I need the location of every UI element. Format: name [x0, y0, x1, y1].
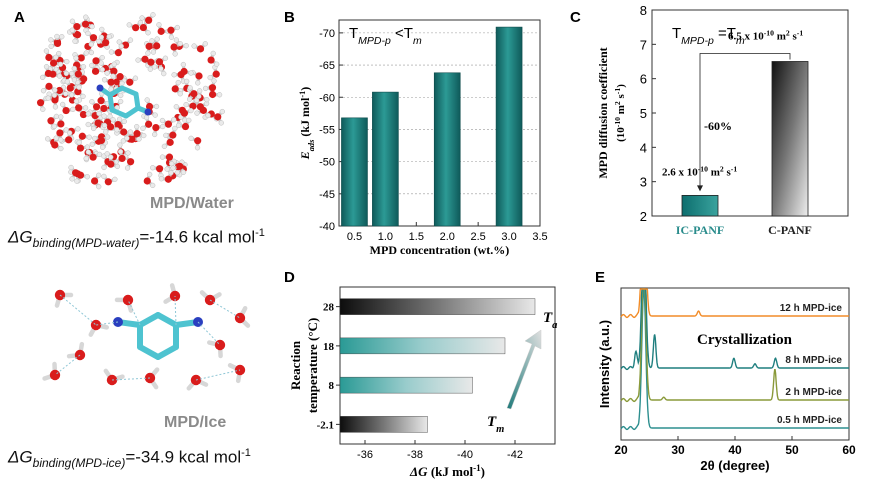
arrow-head: [697, 185, 703, 192]
panel-letter-b: B: [284, 9, 295, 26]
series-line: [620, 288, 849, 431]
series-line: [620, 288, 849, 403]
x-tick-label: -36: [357, 449, 373, 461]
x-tick-label: 20: [614, 443, 628, 457]
chart-e-xrd-patterns: 20 30 40 50 60 0.5 h MPD-ice 2 h MPD-ice 8 h MP…: [597, 287, 856, 473]
y-tick-label: 7: [640, 37, 647, 52]
bar: [339, 298, 536, 315]
x-tick-label: 3.5: [532, 231, 547, 243]
change-label: -60%: [704, 119, 732, 133]
x-category-label: IC-PANF: [676, 223, 724, 237]
bar: [339, 337, 506, 355]
series-line: [620, 288, 849, 371]
y-tick-label: 6: [640, 72, 647, 87]
comparison-bracket: [699, 53, 791, 190]
y-tick-label: 3: [640, 175, 647, 190]
y-tick-label: -2.1: [317, 419, 334, 431]
x-tick-label: 0.5: [347, 231, 362, 243]
series-label: 0.5 h MPD-ice: [777, 415, 842, 426]
mpd-ice-label: MPD/Ice: [164, 414, 227, 431]
x-tick-label: 60: [842, 443, 856, 457]
x-tick-label: 2.5: [471, 231, 486, 243]
y-tick-label: -45: [319, 189, 335, 201]
y-tick-label: 5: [640, 106, 647, 121]
y-tick-label: 28: [323, 302, 335, 314]
bar: [339, 376, 473, 394]
value-label: 6.5 x 10-10 m2 s-1: [728, 28, 803, 43]
chart-d-binding-free-energy: -2.1 8 18 28 -36 -38 -40 -42 Ta Tm ΔG (kJ mol-1) Re…: [288, 286, 557, 479]
x-tick-label: 1.5: [409, 231, 424, 243]
chart-c-annotation: TMPD-p =Tm: [672, 25, 745, 47]
x-tick-label: 1.0: [378, 231, 393, 243]
chart-c-ylabel-line2: (10-10 m2 s-1): [613, 84, 628, 142]
chart-e-xlabel: 2θ (degree): [700, 458, 769, 473]
series-label: 12 h MPD-ice: [780, 303, 843, 314]
panel-letter-c: C: [570, 9, 581, 26]
y-tick-label: -65: [319, 60, 335, 72]
arrow-top-label: Ta: [543, 310, 557, 331]
arrow-bottom-label: Tm: [487, 414, 504, 435]
bar: [341, 117, 368, 227]
chart-d-xlabel: ΔG (kJ mol-1): [409, 463, 485, 479]
x-tick-label: -40: [457, 449, 473, 461]
trend-arrow: [506, 329, 542, 410]
y-tick-label: 2: [640, 209, 647, 224]
chart-b-xlabel: MPD concentration (wt.%): [370, 243, 510, 257]
y-tick-label: -70: [319, 28, 335, 40]
y-tick-label: -55: [319, 124, 335, 136]
mpd-ice-molecular-model: [42, 283, 251, 391]
panel-letter-d: D: [284, 269, 295, 286]
chart-c-plot-area: [651, 9, 849, 217]
x-tick-label: 3.0: [501, 231, 516, 243]
x-tick-label: -42: [507, 449, 523, 461]
panel-letter-e: E: [595, 269, 605, 286]
chart-c-diffusion-coefficient: 2 3 4 5 6 7 8 IC-PANF 2.6 x 10-10 m2 s-1 C-PANF 6.…: [596, 3, 849, 237]
bar: [372, 91, 399, 227]
chart-d-ylabel-line2: temperature (°C): [305, 318, 320, 414]
chart-b-annotation: TMPD-p <Tm: [349, 25, 422, 47]
mpd-ice-binding-energy: ΔGbinding(MPD-ice)=-34.9 kcal mol-1: [8, 447, 251, 471]
mpd-water-molecular-model: [36, 12, 225, 190]
y-tick-label: -50: [319, 157, 335, 169]
series-label: 2 h MPD-ice: [785, 387, 842, 398]
chart-d-ylabel-line1: Reaction: [288, 340, 303, 390]
mpd-water-binding-energy: ΔGbinding(MPD-water)=-14.6 kcal mol-1: [8, 227, 265, 251]
x-tick-label: 2.0: [440, 231, 455, 243]
chart-e-ylabel: Intensity (a.u.): [597, 320, 612, 408]
x-category-label: C-PANF: [768, 223, 812, 237]
series-line: [620, 288, 849, 319]
mpd-water-label: MPD/Water: [150, 195, 234, 212]
series-label: 8 h MPD-ice: [785, 355, 842, 366]
chart-c-ylabel-line1: MPD diffusion coefficient: [596, 47, 610, 178]
bar: [495, 26, 523, 227]
bar: [771, 61, 809, 217]
x-tick-label: 50: [785, 443, 799, 457]
y-tick-label: 18: [323, 341, 335, 353]
y-tick-label: -40: [319, 221, 335, 233]
y-tick-label: 8: [329, 380, 335, 392]
y-tick-label: 8: [640, 3, 647, 18]
bar: [433, 72, 461, 227]
value-label: 2.6 x 10-10 m2 s-1: [662, 164, 737, 179]
chart-b-adsorption-energy: -40 -45 -50 -55 -60 -65 -70 0.5 1.0 1.5 2.0 2.5 3.0 3…: [298, 19, 548, 257]
chart-b-ylabel: Eads (kJ mol-1): [298, 87, 316, 161]
chart-e-annotation: Crystallization: [697, 332, 793, 348]
bar: [339, 416, 428, 433]
x-tick-label: 40: [728, 443, 742, 457]
x-tick-label: -38: [407, 449, 423, 461]
y-tick-label: 4: [640, 140, 647, 155]
bar: [681, 194, 719, 217]
panel-letter-a: A: [14, 9, 25, 26]
x-tick-label: 30: [671, 443, 685, 457]
y-tick-label: -60: [319, 92, 335, 104]
